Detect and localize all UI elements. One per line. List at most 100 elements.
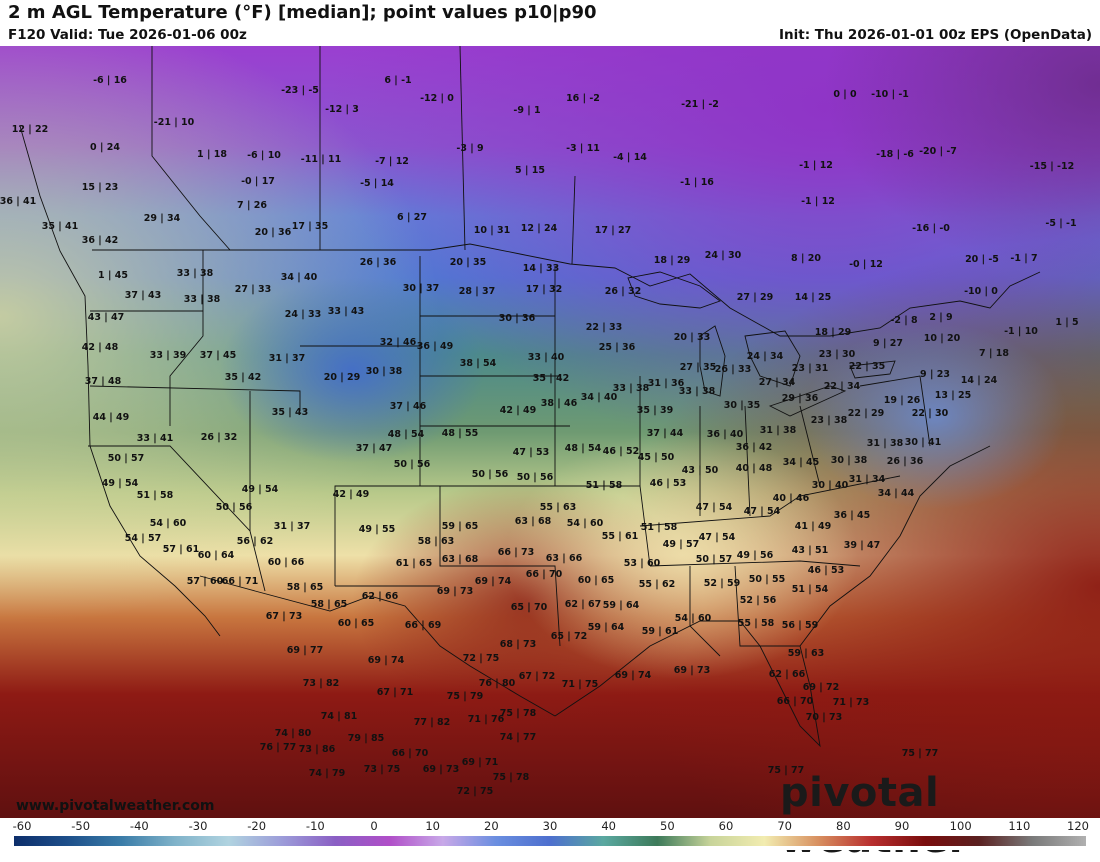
point-value: 61 | 65: [396, 558, 433, 569]
point-value: 10 | 20: [924, 333, 961, 344]
point-value: 59 | 61: [642, 626, 679, 637]
point-value: 60 | 64: [198, 550, 235, 561]
website-label: www.pivotalweather.com: [16, 798, 215, 814]
us-canada-border: [92, 243, 1041, 337]
point-value: 27 | 34: [759, 377, 796, 388]
point-value: 65 | 72: [551, 631, 588, 642]
point-value: 31 | 34: [849, 474, 886, 485]
point-value: 63 | 68: [442, 554, 479, 565]
point-value: 1 | 45: [98, 270, 128, 281]
point-value: 73 | 75: [364, 764, 401, 775]
point-value: 50 | 56: [216, 502, 253, 513]
lake-ontario: [849, 360, 896, 379]
point-value: 35 | 41: [42, 221, 79, 232]
point-value: 48 | 54: [388, 429, 425, 440]
point-value: -10 | 0: [964, 286, 998, 297]
point-value: 47 | 54: [696, 502, 733, 513]
lake-erie: [768, 385, 847, 417]
point-value: 20 | 36: [255, 227, 292, 238]
state-line-23: [799, 405, 821, 487]
point-value: -2 | 8: [890, 315, 918, 326]
point-value: 59 | 63: [788, 648, 825, 659]
point-value: 35 | 43: [272, 407, 309, 418]
point-value: 15 | 23: [82, 182, 119, 193]
point-value: 43 | 51: [792, 545, 829, 556]
point-value: 57 | 60: [187, 576, 224, 587]
point-value: 23 | 38: [811, 415, 848, 426]
point-value: 62 | 67: [565, 599, 602, 610]
point-value: 30 | 40: [812, 480, 849, 491]
point-value: 33 | 38: [679, 386, 716, 397]
point-value: 36 | 45: [834, 510, 871, 521]
point-value: 39 | 47: [844, 540, 881, 551]
point-value: 20 | 33: [674, 332, 711, 343]
point-value: 43 | 50: [682, 465, 719, 476]
point-value: 49 | 54: [242, 484, 279, 495]
colorbar-tick-label: 50: [660, 819, 675, 833]
bc-alberta-border: [151, 46, 231, 251]
point-value: 49 | 57: [663, 539, 700, 550]
point-value: 20 | -5: [965, 254, 999, 265]
point-value: 69 | 72: [803, 682, 840, 693]
point-value: 37 | 45: [200, 350, 237, 361]
point-value: 49 | 54: [102, 478, 139, 489]
point-value: 37 | 47: [356, 443, 393, 454]
point-value: 34 | 40: [581, 392, 618, 403]
point-value: 28 | 37: [459, 286, 496, 297]
point-value: 76 | 77: [260, 742, 297, 753]
point-value: 58 | 65: [311, 599, 348, 610]
point-value: 33 | 39: [150, 350, 187, 361]
point-value: 50 | 56: [517, 472, 554, 483]
point-value: 56 | 59: [782, 620, 819, 631]
point-value: 35 | 42: [533, 373, 570, 384]
point-value: 71 | 75: [562, 679, 599, 690]
point-value: 50 | 57: [696, 554, 733, 565]
point-value: 40 | 46: [773, 493, 810, 504]
point-value: 54 | 57: [125, 533, 162, 544]
point-value: 76 | 80: [479, 678, 516, 689]
point-value: 51 | 58: [586, 480, 623, 491]
point-value: 48 | 55: [442, 428, 479, 439]
point-value: 46 | 53: [808, 565, 845, 576]
point-value: 66 | 70: [392, 748, 429, 759]
point-value: 49 | 55: [359, 524, 396, 535]
point-value: -1 | 12: [799, 160, 833, 171]
point-value: 22 | 30: [912, 408, 949, 419]
point-value: 33 | 38: [177, 268, 214, 279]
borders: [19, 46, 1041, 748]
point-value: 59 | 65: [442, 521, 479, 532]
point-values: -6 | 16 -23 | -5 6 | -1 -12 | 0 -9 | 1 16 | -…: [0, 75, 1079, 797]
temperature-map[interactable]: -6 | 16 -23 | -5 6 | -1 -12 | 0 -9 | 1 16 | -…: [0, 46, 1100, 818]
point-value: 60 | 65: [338, 618, 375, 629]
colorbar-tick-label: -50: [71, 819, 91, 833]
point-value: 45 | 50: [638, 452, 675, 463]
point-value: 58 | 65: [287, 582, 324, 593]
point-value: 36 | 49: [417, 341, 454, 352]
point-value: 66 | 71: [222, 576, 259, 587]
point-value: 75 | 77: [902, 748, 939, 759]
point-value: 37 | 43: [125, 290, 162, 301]
point-value: 46 | 52: [603, 446, 640, 457]
point-value: 65 | 70: [511, 602, 548, 613]
point-value: 1 | 18: [197, 149, 227, 160]
point-value: 19 | 26: [884, 395, 921, 406]
point-value: -15 | -12: [1030, 161, 1074, 172]
point-value: -1 | 16: [680, 177, 714, 188]
point-value: 27 | 29: [737, 292, 774, 303]
point-value: 33 | 41: [137, 433, 174, 444]
point-value: 5 | 15: [515, 165, 545, 176]
point-value: 51 | 58: [137, 490, 174, 501]
point-value: 42 | 48: [82, 342, 119, 353]
point-value: 63 | 66: [546, 553, 583, 564]
point-value: 7 | 26: [237, 200, 267, 211]
point-value: -3 | 9: [456, 143, 483, 154]
point-value: 56 | 62: [237, 536, 274, 547]
point-value: 31 | 38: [867, 438, 904, 449]
point-value: 26 | 33: [715, 364, 752, 375]
point-value: 74 | 79: [309, 768, 346, 779]
colorbar-tick-label: 30: [542, 819, 558, 833]
point-value: 55 | 62: [639, 579, 676, 590]
map-svg: -6 | 16 -23 | -5 6 | -1 -12 | 0 -9 | 1 16 | -…: [0, 46, 1100, 818]
colorbar-tick-label: -40: [129, 819, 149, 833]
colorbar-tick-label: 100: [949, 819, 972, 833]
